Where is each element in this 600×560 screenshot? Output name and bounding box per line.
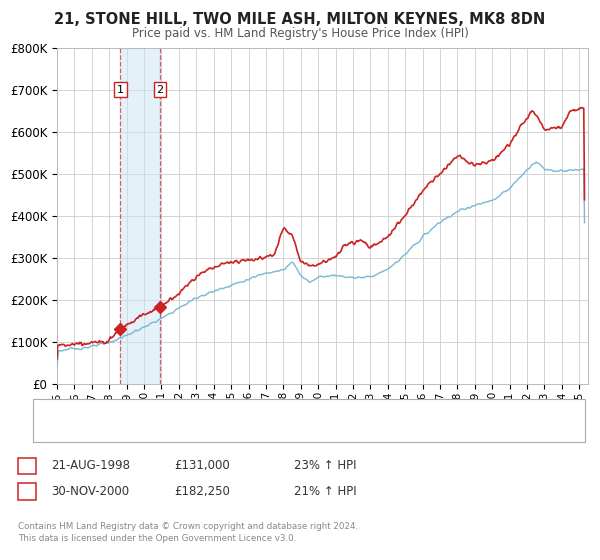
Text: £131,000: £131,000 <box>174 459 230 473</box>
Text: 21% ↑ HPI: 21% ↑ HPI <box>294 485 356 498</box>
Text: HPI: Average price, detached house, Milton Keynes: HPI: Average price, detached house, Milt… <box>76 426 330 436</box>
Text: 2: 2 <box>157 85 164 95</box>
Text: 21, STONE HILL, TWO MILE ASH, MILTON KEYNES, MK8 8DN (detached house): 21, STONE HILL, TWO MILE ASH, MILTON KEY… <box>76 405 462 415</box>
Bar <box>121 48 160 384</box>
Text: 23% ↑ HPI: 23% ↑ HPI <box>294 459 356 473</box>
Text: 21, STONE HILL, TWO MILE ASH, MILTON KEYNES, MK8 8DN: 21, STONE HILL, TWO MILE ASH, MILTON KEY… <box>55 12 545 27</box>
Text: 30-NOV-2000: 30-NOV-2000 <box>51 485 129 498</box>
Text: This data is licensed under the Open Government Licence v3.0.: This data is licensed under the Open Gov… <box>18 534 296 543</box>
Text: £182,250: £182,250 <box>174 485 230 498</box>
Text: Contains HM Land Registry data © Crown copyright and database right 2024.: Contains HM Land Registry data © Crown c… <box>18 522 358 531</box>
Text: Price paid vs. HM Land Registry's House Price Index (HPI): Price paid vs. HM Land Registry's House … <box>131 27 469 40</box>
Text: 1: 1 <box>117 85 124 95</box>
Text: 21-AUG-1998: 21-AUG-1998 <box>51 459 130 473</box>
Text: 1: 1 <box>23 459 31 473</box>
Text: 2: 2 <box>23 485 31 498</box>
